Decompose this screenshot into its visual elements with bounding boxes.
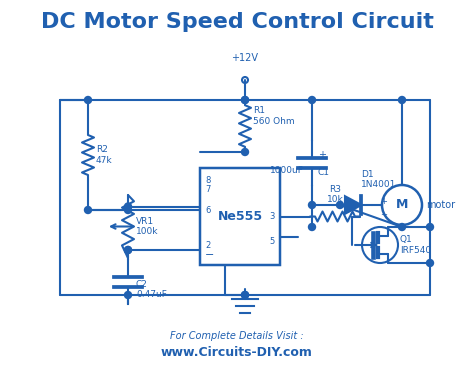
Text: 1000uF: 1000uF — [270, 166, 304, 175]
Polygon shape — [345, 196, 362, 214]
Circle shape — [309, 96, 316, 103]
Text: C2
0.47uF: C2 0.47uF — [136, 280, 167, 299]
Text: +: + — [318, 149, 326, 159]
Circle shape — [125, 247, 131, 254]
Circle shape — [427, 223, 434, 230]
Text: R3
10k: R3 10k — [327, 185, 343, 205]
Text: 8: 8 — [205, 176, 210, 185]
Text: 7: 7 — [205, 185, 210, 195]
Bar — [200, 168, 280, 265]
Text: 3: 3 — [270, 212, 275, 221]
Circle shape — [337, 202, 344, 209]
Text: Q1
IRF540: Q1 IRF540 — [400, 235, 431, 255]
Circle shape — [241, 96, 248, 103]
Text: +: + — [381, 197, 387, 205]
Circle shape — [125, 291, 131, 298]
Text: For Complete Details Visit :: For Complete Details Visit : — [170, 331, 304, 341]
Text: 6: 6 — [205, 206, 210, 215]
Text: Ne555: Ne555 — [218, 210, 263, 223]
Text: −: − — [381, 210, 388, 219]
Text: DC Motor Speed Control Circuit: DC Motor Speed Control Circuit — [41, 12, 433, 32]
Circle shape — [309, 202, 316, 209]
Text: motor: motor — [426, 200, 455, 210]
Circle shape — [241, 149, 248, 156]
Text: R2
47k: R2 47k — [96, 145, 113, 165]
Text: +12V: +12V — [231, 53, 258, 63]
Circle shape — [125, 203, 131, 210]
Text: R1
560 Ohm: R1 560 Ohm — [253, 106, 295, 126]
Text: −: − — [205, 250, 214, 260]
Circle shape — [427, 259, 434, 266]
Circle shape — [84, 206, 91, 213]
Text: VR1
100k: VR1 100k — [136, 217, 158, 236]
Circle shape — [241, 291, 248, 298]
Circle shape — [125, 247, 131, 254]
Circle shape — [125, 206, 131, 213]
Circle shape — [309, 223, 316, 230]
Circle shape — [84, 96, 91, 103]
Circle shape — [241, 96, 248, 103]
Text: M: M — [396, 198, 408, 212]
Text: 5: 5 — [270, 237, 275, 245]
Circle shape — [399, 96, 405, 103]
Circle shape — [241, 291, 248, 298]
Text: www.Circuits-DIY.com: www.Circuits-DIY.com — [161, 347, 313, 360]
Text: C1: C1 — [318, 168, 330, 177]
Text: D1
1N4001: D1 1N4001 — [361, 170, 396, 189]
Text: 2: 2 — [205, 241, 210, 251]
Circle shape — [399, 223, 405, 230]
